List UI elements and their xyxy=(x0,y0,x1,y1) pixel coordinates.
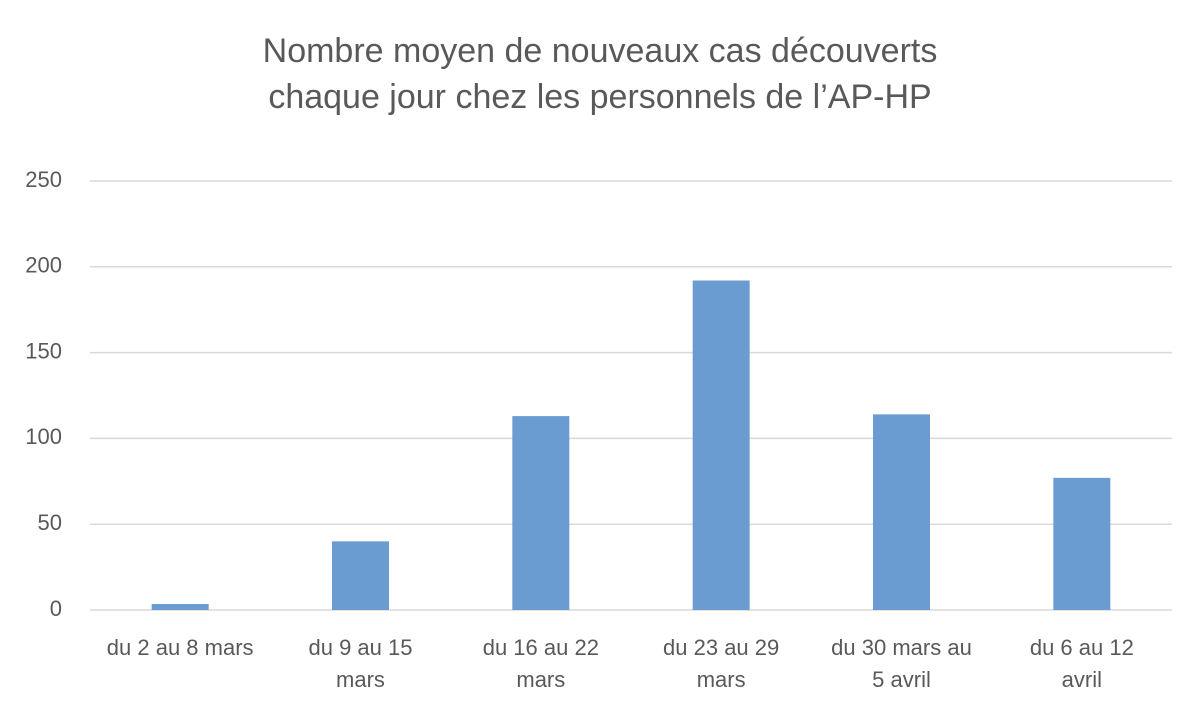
y-tick-label: 100 xyxy=(25,424,62,449)
y-tick-label: 50 xyxy=(38,510,62,535)
y-tick-label: 250 xyxy=(25,167,62,192)
y-tick-label: 200 xyxy=(25,253,62,278)
y-tick-label: 0 xyxy=(50,596,62,621)
bar xyxy=(692,280,750,610)
x-tick-label: du 9 au 15 mars xyxy=(308,635,413,692)
bar xyxy=(873,414,930,610)
x-tick-label: du 23 au 29 mars xyxy=(663,635,780,692)
bar xyxy=(512,416,570,610)
x-tick-label: du 16 au 22 mars xyxy=(482,635,599,692)
bar xyxy=(151,603,209,610)
bar xyxy=(1053,477,1111,610)
y-tick-label: 150 xyxy=(25,338,62,363)
x-tick-label: du 30 mars au 5 avril xyxy=(831,635,972,692)
x-tick-label: du 2 au 8 mars xyxy=(106,635,254,660)
x-tick-label: du 6 au 12 avril xyxy=(1029,635,1134,692)
chart-title: Nombre moyen de nouveaux cas découverts … xyxy=(262,32,938,116)
bar xyxy=(332,541,389,610)
